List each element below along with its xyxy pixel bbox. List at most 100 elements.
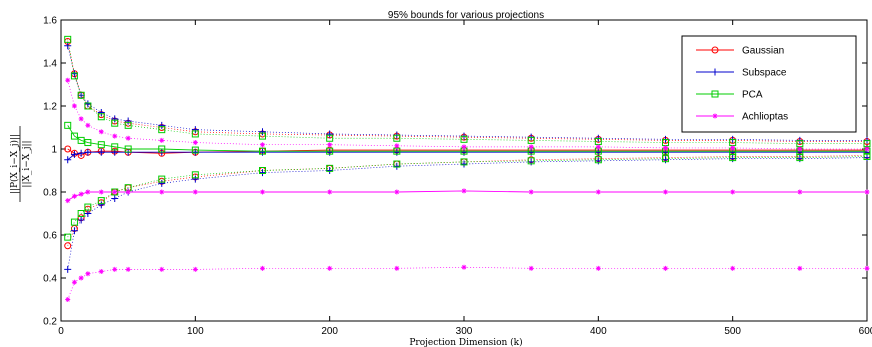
- achlioptas-lower-bound-point: [327, 265, 333, 271]
- achlioptas-center-point: [730, 189, 736, 195]
- legend-label-gaussian: Gaussian: [742, 46, 784, 57]
- subspace-upper-bound-point: [64, 42, 72, 50]
- pca-upper-bound-point: [70, 72, 78, 80]
- pca-lower-bound-point: [460, 158, 468, 166]
- achlioptas-lower-bound-point: [797, 265, 803, 271]
- achlioptas-lower-bound-point: [528, 265, 534, 271]
- achlioptas-lower-bound-point: [85, 271, 91, 277]
- subspace-center-point: [64, 156, 72, 164]
- pca-center-point: [64, 121, 72, 129]
- pca-lower-bound-point: [527, 157, 535, 165]
- achlioptas-upper-bound-point: [98, 129, 104, 135]
- achlioptas-center-point: [797, 189, 803, 195]
- pca-lower-bound-line: [67, 156, 868, 238]
- subspace-center-point: [77, 149, 85, 157]
- achlioptas-upper-bound-point: [595, 144, 601, 150]
- achlioptas-lower-bound-point: [730, 265, 736, 271]
- gaussian-center-point: [64, 145, 72, 153]
- pca-upper-bound-point: [259, 132, 266, 140]
- x-tick-label: 300: [456, 326, 473, 337]
- achlioptas-upper-bound-point: [730, 145, 736, 151]
- pca-center-point: [124, 145, 132, 153]
- pca-upper-bound-point: [460, 135, 468, 143]
- pca-upper-bound-point: [97, 113, 105, 121]
- pca-lower-bound-point: [594, 156, 602, 164]
- achlioptas-center-point: [528, 189, 534, 195]
- pca-center-point: [326, 147, 334, 155]
- achlioptas-center-point: [327, 189, 333, 195]
- legend-label-achlioptas: Achlioptas: [742, 112, 788, 123]
- pca-lower-bound-point: [796, 154, 804, 162]
- achlioptas-center-point: [192, 189, 198, 195]
- achlioptas-lower-bound-point: [71, 279, 77, 285]
- pca-lower-bound-point: [259, 167, 266, 174]
- series-achlioptas: [65, 77, 870, 302]
- x-tick-label: 100: [187, 326, 204, 337]
- y-tick-label: 1: [51, 145, 57, 156]
- subspace-upper-bound-point: [97, 108, 105, 116]
- pca-lower-bound-point: [863, 153, 871, 161]
- subspace-upper-bound-point: [259, 128, 266, 136]
- achlioptas-lower-bound-point: [125, 266, 131, 272]
- legend-label-subspace: Subspace: [742, 68, 787, 79]
- x-tick-label: 400: [590, 326, 607, 337]
- achlioptas-center-point: [159, 189, 165, 195]
- subspace-lower-bound-point: [259, 169, 266, 177]
- pca-center-point: [259, 147, 266, 155]
- pca-lower-bound-point: [729, 154, 737, 162]
- achlioptas-center-point: [78, 191, 84, 197]
- achlioptas-upper-bound-point: [71, 103, 77, 109]
- subspace-lower-bound-point: [393, 162, 401, 170]
- achlioptas-lower-bound-point: [78, 275, 84, 281]
- achlioptas-center-point: [394, 189, 400, 195]
- achlioptas-center-point: [125, 189, 131, 195]
- subspace-lower-bound-point: [326, 167, 334, 174]
- achlioptas-lower-bound-point: [159, 266, 165, 272]
- achlioptas-center-point: [65, 198, 71, 204]
- subspace-center-point: [97, 148, 105, 156]
- achlioptas-lower-bound-point: [65, 297, 71, 302]
- chart-title: 95% bounds for various projections: [388, 10, 544, 21]
- pca-upper-bound-point: [77, 91, 85, 99]
- pca-upper-bound-point: [326, 134, 334, 142]
- achlioptas-upper-bound-point: [864, 146, 870, 152]
- x-tick-label: 200: [321, 326, 338, 337]
- subspace-center-point: [70, 150, 78, 158]
- pca-center-point: [70, 132, 78, 140]
- pca-center-point: [84, 139, 92, 147]
- achlioptas-center-point: [85, 189, 91, 195]
- achlioptas-upper-bound-point: [112, 133, 118, 139]
- y-tick-label: 0.2: [43, 317, 57, 328]
- y-axis-label: ||P(X_i−X_j)|| ||X_i−X_j||: [9, 126, 32, 202]
- subspace-lower-bound-point: [70, 227, 78, 235]
- achlioptas-center-point: [260, 189, 265, 195]
- legend-marker-achlioptas: [712, 113, 718, 119]
- achlioptas-lower-bound-point: [98, 269, 104, 275]
- y-tick-label: 0.6: [43, 231, 57, 242]
- subspace-upper-bound-point: [124, 117, 132, 125]
- legend: Gaussian Subspace PCA Achlioptas: [681, 35, 857, 133]
- subspace-lower-bound-point: [460, 160, 468, 168]
- pca-lower-bound-point: [70, 218, 78, 226]
- x-tick-label: 500: [724, 326, 741, 337]
- pca-upper-bound-point: [84, 102, 92, 110]
- subspace-lower-bound-point: [191, 175, 199, 183]
- y-tick-label: 1.6: [43, 16, 57, 27]
- pca-center-line: [67, 125, 867, 152]
- achlioptas-lower-bound-point: [260, 265, 265, 271]
- subspace-lower-bound-point: [111, 194, 119, 202]
- subspace-lower-bound-point: [84, 210, 92, 217]
- subspace-lower-bound-point: [97, 201, 105, 209]
- subspace-upper-bound-point: [191, 126, 199, 134]
- pca-lower-bound-point: [191, 171, 199, 179]
- subspace-center-point: [84, 148, 92, 156]
- subspace-upper-bound-point: [326, 130, 334, 138]
- achlioptas-center-point: [461, 188, 467, 194]
- achlioptas-center-point: [71, 193, 77, 199]
- y-axis-label-numerator: ||P(X_i−X_j)||: [9, 134, 20, 194]
- pca-lower-bound-point: [84, 203, 92, 211]
- series-pca: [64, 35, 871, 241]
- pca-lower-bound-point: [77, 210, 85, 217]
- achlioptas-upper-bound-point: [797, 146, 803, 152]
